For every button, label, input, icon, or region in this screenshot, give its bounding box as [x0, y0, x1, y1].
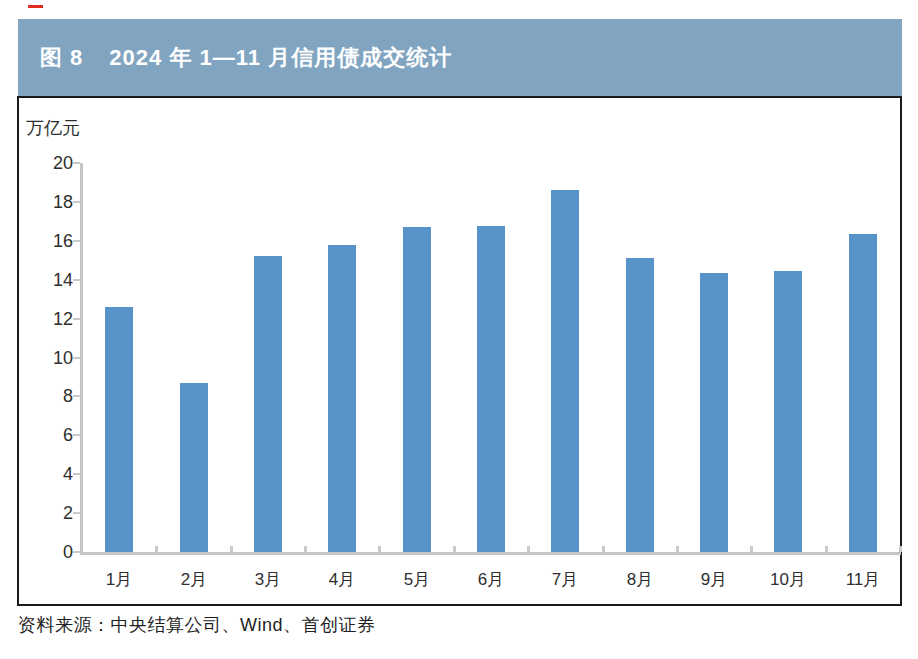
- x-category-label: 6月: [457, 568, 525, 591]
- x-category-label: 1月: [85, 568, 153, 591]
- y-tick-mark: [73, 512, 80, 514]
- x-category-label: 8月: [606, 568, 674, 591]
- y-tick-label: 10: [19, 347, 73, 369]
- x-axis-line: [80, 552, 901, 555]
- y-tick-label: 16: [19, 230, 73, 252]
- x-category-label: 3月: [234, 568, 302, 591]
- y-tick-mark: [73, 551, 80, 553]
- bar-6月: [477, 226, 505, 552]
- bar-2月: [180, 383, 208, 552]
- y-tick-mark: [73, 395, 80, 397]
- bar-8月: [626, 258, 654, 552]
- figure-title: 2024 年 1—11 月信用债成交统计: [109, 43, 452, 73]
- y-tick-label: 2: [19, 502, 73, 524]
- y-tick-label: 20: [19, 152, 73, 174]
- y-tick-mark: [73, 434, 80, 436]
- y-tick-label: 4: [19, 463, 73, 485]
- figure-header: 图 8 2024 年 1—11 月信用债成交统计: [18, 19, 902, 96]
- bar-11月: [849, 234, 877, 552]
- x-category-label: 7月: [531, 568, 599, 591]
- bar-4月: [328, 245, 356, 552]
- bar-3月: [254, 256, 282, 552]
- y-tick-mark: [73, 318, 80, 320]
- bar-1月: [105, 307, 133, 552]
- y-tick-mark: [73, 201, 80, 203]
- y-tick-label: 12: [19, 308, 73, 330]
- bar-5月: [403, 227, 431, 552]
- chart-frame: 万亿元 024681012141618201月2月3月4月5月6月7月8月9月1…: [17, 96, 902, 606]
- x-category-label: 2月: [160, 568, 228, 591]
- x-category-label: 5月: [383, 568, 451, 591]
- bar-9月: [700, 273, 728, 552]
- bar-7月: [551, 190, 579, 552]
- bar-10月: [774, 271, 802, 552]
- x-category-label: 11月: [829, 568, 897, 591]
- y-tick-label: 8: [19, 385, 73, 407]
- x-category-label: 4月: [308, 568, 376, 591]
- y-axis-line: [80, 163, 83, 555]
- y-tick-mark: [73, 279, 80, 281]
- y-tick-label: 14: [19, 269, 73, 291]
- x-category-label: 10月: [754, 568, 822, 591]
- y-tick-mark: [73, 240, 80, 242]
- x-category-label: 9月: [680, 568, 748, 591]
- y-tick-mark: [73, 162, 80, 164]
- figure-number-label: 图 8: [40, 43, 83, 73]
- plot-area: 0 2 4 6 8 10 12 14 16 18 20 1月 2月 3月 4月 5月 6月 7月 8月 9月 10月 11…: [19, 98, 900, 604]
- y-tick-mark: [73, 357, 80, 359]
- y-tick-label: 18: [19, 191, 73, 213]
- y-tick-label: 0: [19, 541, 73, 563]
- y-tick-label: 6: [19, 424, 73, 446]
- y-tick-mark: [73, 473, 80, 475]
- data-source-note: 资料来源：中央结算公司、Wind、首创证券: [18, 613, 376, 637]
- red-dash-mark: [28, 5, 43, 8]
